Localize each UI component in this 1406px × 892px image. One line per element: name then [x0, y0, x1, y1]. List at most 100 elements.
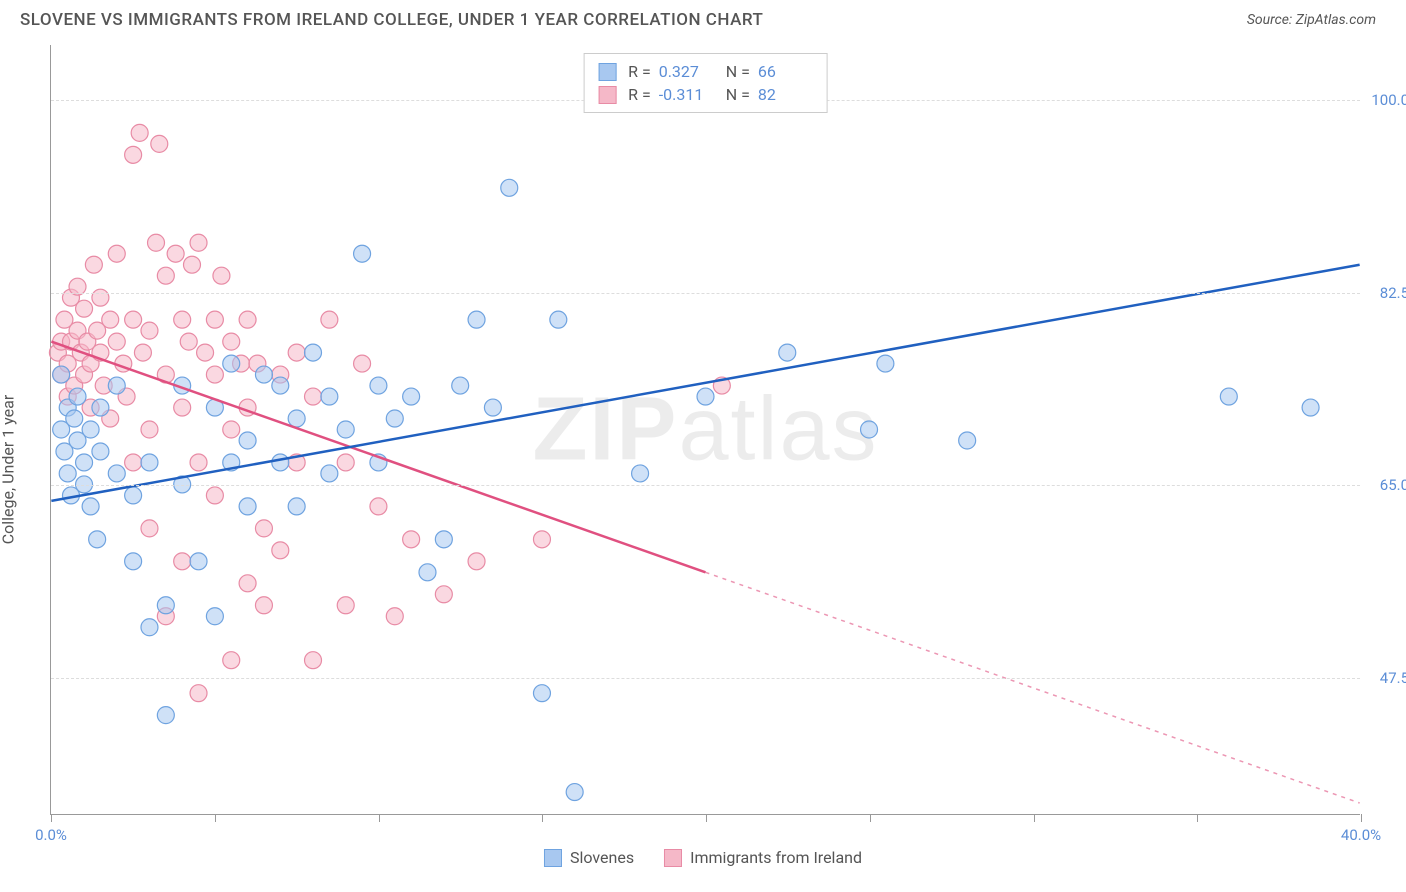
scatter-point	[386, 410, 403, 427]
scatter-point	[861, 421, 878, 438]
xtick	[51, 814, 52, 822]
scatter-point	[174, 399, 191, 416]
scatter-point	[386, 608, 403, 625]
scatter-point	[134, 344, 151, 361]
ytick-label: 47.5%	[1365, 669, 1406, 687]
scatter-point	[108, 465, 125, 482]
xtick	[1361, 814, 1362, 822]
swatch-pink-icon	[598, 86, 616, 104]
scatter-point	[190, 234, 207, 251]
scatter-point	[272, 542, 289, 559]
scatter-point	[82, 421, 99, 438]
xtick	[870, 814, 871, 822]
scatter-point	[959, 432, 976, 449]
swatch-blue-icon	[544, 849, 562, 867]
scatter-point	[76, 300, 93, 317]
scatter-point	[157, 597, 174, 614]
scatter-point	[239, 432, 256, 449]
scatter-point	[125, 553, 142, 570]
scatter-point	[223, 355, 240, 372]
scatter-point	[108, 377, 125, 394]
scatter-point	[131, 124, 148, 141]
scatter-point	[484, 399, 501, 416]
scatter-point	[167, 245, 184, 262]
scatter-point	[288, 410, 305, 427]
scatter-point	[779, 344, 796, 361]
legend-row-ireland: R = -0.311 N = 82	[598, 83, 813, 106]
scatter-point	[190, 454, 207, 471]
gridline	[51, 485, 1360, 486]
swatch-blue-icon	[598, 63, 616, 81]
legend-item-ireland: Immigrants from Ireland	[664, 848, 862, 867]
ytick-label: 100.0%	[1365, 91, 1406, 109]
scatter-point	[550, 311, 567, 328]
scatter-point	[288, 344, 305, 361]
scatter-point	[213, 267, 230, 284]
scatter-point	[141, 454, 158, 471]
scatter-point	[223, 333, 240, 350]
scatter-point	[82, 498, 99, 515]
scatter-point	[877, 355, 894, 372]
xtick	[1034, 814, 1035, 822]
xtick-label: 0.0%	[35, 826, 67, 844]
chart-title: SLOVENE VS IMMIGRANTS FROM IRELAND COLLE…	[20, 10, 763, 30]
scatter-point	[223, 652, 240, 669]
scatter-point	[468, 553, 485, 570]
scatter-point	[337, 454, 354, 471]
scatter-point	[370, 498, 387, 515]
xtick	[215, 814, 216, 822]
ytick-label: 82.5%	[1365, 284, 1406, 302]
scatter-point	[1302, 399, 1319, 416]
scatter-point	[255, 366, 272, 383]
scatter-point	[354, 245, 371, 262]
xtick	[706, 814, 707, 822]
scatter-point	[419, 564, 436, 581]
xtick	[542, 814, 543, 822]
scatter-point	[288, 498, 305, 515]
gridline	[51, 293, 1360, 294]
scatter-point	[206, 608, 223, 625]
scatter-point	[59, 465, 76, 482]
scatter-point	[125, 311, 142, 328]
scatter-point	[197, 344, 214, 361]
scatter-point	[206, 366, 223, 383]
scatter-point	[102, 311, 119, 328]
scatter-point	[452, 377, 469, 394]
swatch-pink-icon	[664, 849, 682, 867]
trend-line	[51, 265, 1359, 501]
scatter-point	[403, 531, 420, 548]
scatter-point	[403, 388, 420, 405]
scatter-point	[255, 520, 272, 537]
scatter-point	[468, 311, 485, 328]
scatter-point	[337, 421, 354, 438]
xtick	[1197, 814, 1198, 822]
scatter-point	[190, 685, 207, 702]
scatter-point	[141, 421, 158, 438]
scatter-point	[206, 487, 223, 504]
scatter-point	[305, 388, 322, 405]
scatter-point	[184, 256, 201, 273]
scatter-point	[92, 443, 109, 460]
scatter-point	[255, 597, 272, 614]
scatter-point	[125, 487, 142, 504]
scatter-point	[1220, 388, 1237, 405]
scatter-point	[533, 685, 550, 702]
scatter-point	[354, 355, 371, 372]
scatter-point	[151, 135, 168, 152]
scatter-point	[108, 245, 125, 262]
scatter-point	[632, 465, 649, 482]
scatter-point	[141, 619, 158, 636]
scatter-point	[174, 553, 191, 570]
y-axis-label: College, Under 1 year	[0, 395, 18, 545]
scatter-point	[501, 179, 518, 196]
scatter-point	[174, 311, 191, 328]
scatter-point	[157, 707, 174, 724]
scatter-point	[321, 465, 338, 482]
scatter-point	[223, 421, 240, 438]
scatter-point	[435, 586, 452, 603]
scatter-point	[239, 311, 256, 328]
plot-area: ZIPatlas R = 0.327 N = 66 R = -0.311 N =…	[50, 45, 1360, 815]
scatter-point	[66, 410, 83, 427]
scatter-point	[92, 399, 109, 416]
scatter-point	[85, 256, 102, 273]
